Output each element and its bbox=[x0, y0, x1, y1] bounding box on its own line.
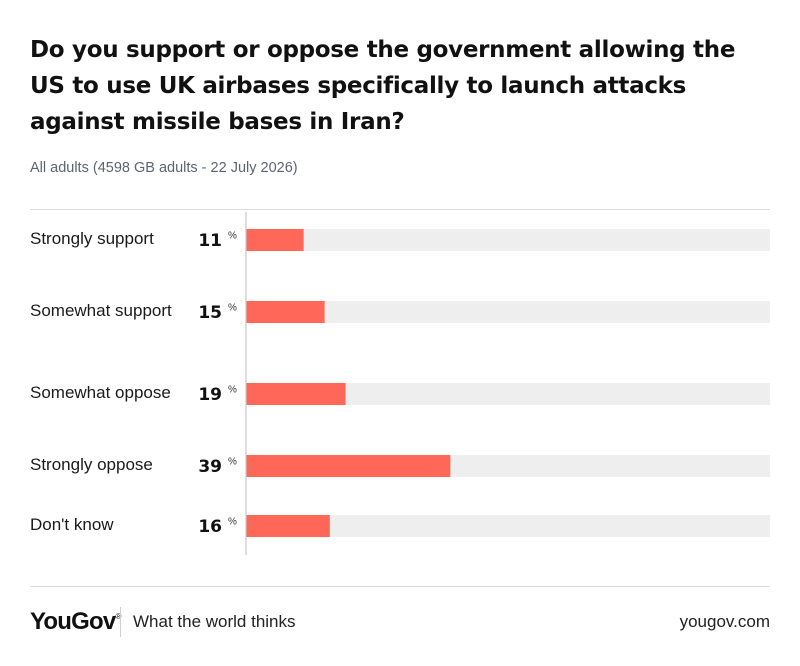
category-label-0: Strongly support bbox=[30, 229, 154, 248]
category-label-1: Somewhat support bbox=[30, 301, 172, 320]
value-label-0: 11 bbox=[198, 231, 222, 251]
chart-subtitle: All adults (4598 GB adults - 22 July 202… bbox=[30, 160, 298, 176]
bar-track-0 bbox=[246, 229, 770, 251]
yougov-logo[interactable]: YouGov® bbox=[30, 608, 121, 636]
percent-sign-1: % bbox=[228, 303, 237, 314]
brand-name: YouGov bbox=[30, 608, 116, 635]
bar-track-1 bbox=[246, 301, 770, 323]
bottom-divider bbox=[30, 586, 770, 587]
chart-title: Do you support or oppose the government … bbox=[30, 37, 736, 135]
category-label-4: Don't know bbox=[30, 515, 114, 534]
bar-2 bbox=[246, 383, 346, 405]
bar-1 bbox=[246, 301, 325, 323]
percent-sign-2: % bbox=[228, 385, 237, 396]
footer-tagline: What the world thinks bbox=[133, 612, 296, 631]
value-label-2: 19 bbox=[198, 385, 222, 405]
bar-3 bbox=[246, 455, 451, 477]
bar-track-2 bbox=[246, 383, 770, 405]
footer-url[interactable]: yougov.com bbox=[679, 612, 770, 631]
bar-chart: Strongly support 11 % Somewhat support 15 % So… bbox=[30, 212, 770, 555]
bar-0 bbox=[246, 229, 304, 251]
bar-4 bbox=[246, 515, 330, 537]
brand-mark: ® bbox=[115, 612, 121, 621]
value-label-3: 39 bbox=[198, 457, 222, 477]
category-label-3: Strongly oppose bbox=[30, 455, 153, 474]
value-label-4: 16 bbox=[198, 517, 222, 537]
footer-divider bbox=[120, 607, 121, 637]
bar-track-4 bbox=[246, 515, 770, 537]
percent-sign-4: % bbox=[228, 517, 237, 528]
category-label-2: Somewhat oppose bbox=[30, 383, 171, 402]
top-divider bbox=[30, 209, 770, 210]
value-label-1: 15 bbox=[198, 303, 222, 323]
percent-sign-0: % bbox=[228, 231, 237, 242]
percent-sign-3: % bbox=[228, 457, 237, 468]
